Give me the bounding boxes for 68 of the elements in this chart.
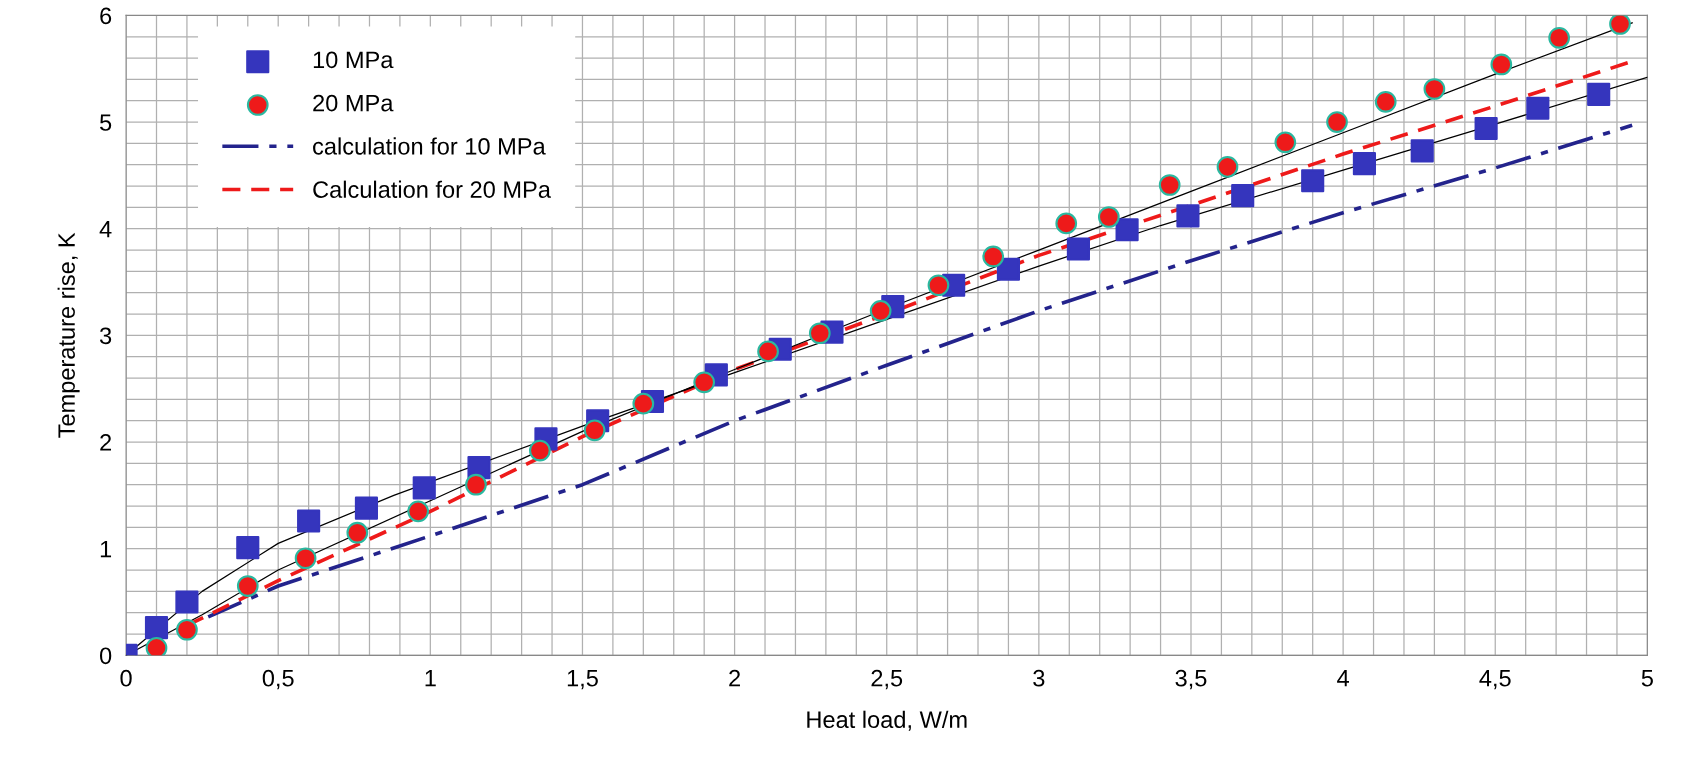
y-axis-title: Temperature rise, K — [57, 232, 80, 438]
point — [1176, 204, 1200, 228]
point — [1490, 53, 1513, 76]
point — [1374, 90, 1397, 113]
point — [407, 500, 430, 523]
point — [145, 637, 168, 656]
point — [869, 299, 892, 322]
x-tick-label: 3 — [1033, 669, 1045, 687]
point — [354, 496, 379, 520]
point — [927, 274, 950, 297]
legend-label: Calculation for 20 MPa — [313, 180, 551, 198]
x-tick-label: 0,5 — [262, 669, 294, 690]
point — [808, 322, 831, 345]
point — [996, 257, 1020, 281]
point — [1474, 116, 1498, 141]
point — [1423, 78, 1446, 100]
y-tick-label: 1 — [100, 541, 112, 558]
y-tick-label: 3 — [99, 327, 112, 345]
x-tick-label: 5 — [1641, 670, 1653, 687]
x-axis-title: Heat load, W/m — [807, 710, 967, 731]
point — [144, 616, 169, 640]
point — [465, 473, 487, 496]
y-tick-label: 0 — [99, 647, 112, 665]
y-tick-label: 2 — [100, 434, 111, 451]
point — [1158, 174, 1181, 196]
y-tick-label: 4 — [99, 221, 112, 238]
point — [1115, 218, 1139, 242]
legend-label: calculation for 10 MPa — [313, 137, 546, 155]
point — [175, 590, 199, 614]
legend-label: 20 MPa — [313, 94, 394, 112]
point — [1301, 169, 1325, 193]
point — [297, 509, 321, 533]
point — [1216, 156, 1239, 178]
x-tick-label: 1 — [425, 670, 436, 687]
point — [346, 521, 369, 544]
point — [1526, 96, 1550, 120]
point — [693, 371, 716, 394]
y-tick-label: 5 — [100, 114, 112, 131]
point — [1066, 237, 1090, 261]
point — [176, 618, 198, 641]
point — [982, 245, 1005, 268]
point — [1548, 26, 1570, 49]
point — [294, 547, 317, 570]
point — [236, 575, 259, 597]
point — [1055, 212, 1078, 235]
point — [1326, 111, 1348, 133]
point — [1231, 184, 1255, 208]
point — [1352, 152, 1376, 176]
legend-label: 10 MPa — [313, 51, 394, 69]
x-tick-label: 4 — [1337, 670, 1349, 687]
point — [1097, 206, 1120, 228]
x-tick-label: 2,5 — [871, 669, 903, 690]
x-tick-label: 4,5 — [1479, 670, 1511, 690]
point — [1587, 82, 1611, 106]
point — [757, 340, 779, 363]
point — [632, 392, 655, 415]
point — [412, 476, 436, 500]
x-tick-label: 2 — [729, 669, 740, 687]
point — [583, 419, 606, 442]
x-tick-label: 3,5 — [1175, 669, 1207, 690]
x-tick-label: 1,5 — [567, 670, 598, 690]
x-tick-label: 0 — [120, 669, 132, 687]
point — [1410, 139, 1434, 163]
point — [236, 536, 260, 560]
point — [1274, 131, 1297, 154]
y-tick-label: 6 — [100, 7, 112, 25]
point — [1609, 15, 1631, 35]
point — [529, 439, 551, 462]
